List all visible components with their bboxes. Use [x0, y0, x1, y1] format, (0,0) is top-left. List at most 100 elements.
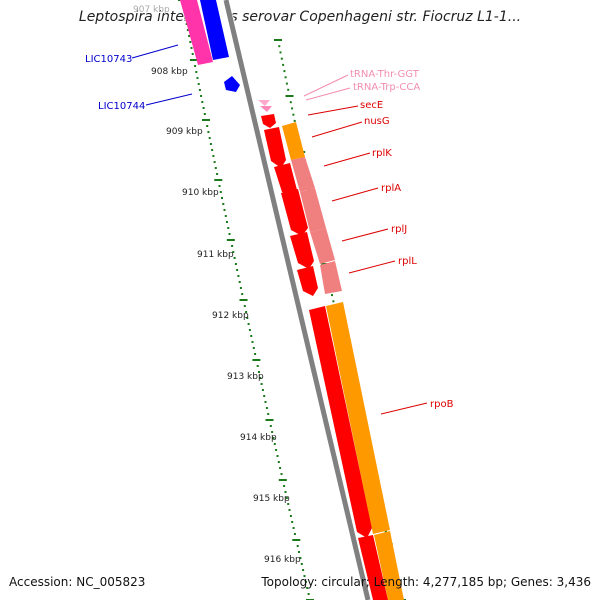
label-tRNA-Thr-GGT[interactable]: tRNA-Thr-GGT: [350, 69, 420, 80]
ruler-tick: [252, 347, 255, 349]
cds-orange-nusG[interactable]: [282, 122, 305, 160]
ruler-tick: [232, 251, 235, 253]
ruler-tick: [277, 461, 280, 463]
track-tick: [332, 300, 335, 303]
label-nusG[interactable]: nusG: [364, 116, 390, 127]
track-tick: [274, 39, 282, 41]
ruler-tick: [278, 479, 287, 481]
ruler-tick: [195, 71, 198, 73]
label-secE[interactable]: secE: [360, 100, 383, 111]
ruler-tick: [208, 137, 211, 139]
gene-tRNA-Thr-GGT[interactable]: [258, 100, 270, 106]
ruler-tick: [197, 83, 200, 85]
ruler-tick: [223, 209, 226, 211]
ruler-tick: [221, 197, 223, 199]
label-LIC10744[interactable]: LIC10744: [98, 101, 145, 112]
gene-rplL[interactable]: [297, 266, 318, 296]
ruler-tick: [261, 389, 264, 391]
cds-salmon-rplA[interactable]: [300, 188, 326, 232]
ruler-tick: [189, 59, 198, 61]
ruler-tick: [206, 125, 209, 127]
track-tick: [282, 63, 285, 66]
cds-orange-bottom[interactable]: [374, 531, 404, 600]
track-tick: [292, 113, 295, 116]
ruler-tick: [209, 143, 212, 145]
ruler-tick: [190, 47, 193, 49]
ruler-tick: [273, 443, 276, 445]
cds-salmon-rplJ[interactable]: [310, 228, 335, 264]
ruler-tick: [248, 329, 251, 331]
ruler-tick: [194, 65, 197, 67]
ruler-tick: [306, 587, 309, 589]
ruler-tick: [202, 107, 205, 109]
label-rpoB[interactable]: rpoB: [430, 399, 454, 410]
ruler-tick: [198, 89, 201, 91]
ruler-tick: [250, 335, 253, 337]
ruler-tick: [283, 485, 286, 487]
ruler-tick: [214, 179, 223, 181]
label-rplJ[interactable]: rplJ: [391, 224, 407, 235]
gene-secE[interactable]: [261, 114, 276, 128]
ruler-tick: [254, 353, 257, 355]
ruler-tick: [264, 401, 267, 403]
track-tick: [285, 82, 288, 85]
ruler-tick: [212, 155, 215, 157]
leader-rplJ: [341, 228, 389, 242]
ruler-tick: [260, 383, 263, 385]
leader-nusG: [311, 121, 363, 138]
ruler-tick: [269, 425, 272, 427]
track-tick: [384, 530, 387, 533]
gene-LIC10743-magenta[interactable]: [180, 0, 213, 65]
gene-tRNA-Trp-CCA[interactable]: [260, 106, 272, 112]
cds-orange-rpoB[interactable]: [326, 302, 390, 534]
label-rplL[interactable]: rplL: [398, 256, 417, 267]
ruler-tick: [231, 245, 234, 247]
ruler-tick: [200, 95, 203, 97]
label-rplA[interactable]: rplA: [381, 183, 401, 194]
ruler-tick: [213, 161, 216, 163]
ruler-tick: [292, 527, 295, 529]
leader-LIC10743: [131, 44, 179, 59]
track-tick: [285, 95, 294, 97]
ruler-tick: [275, 449, 278, 451]
leader-rplL: [348, 260, 396, 274]
gene-blue-top[interactable]: [200, 0, 229, 60]
ruler-tick: [280, 473, 283, 475]
ruler-tick: [279, 467, 282, 469]
track-tick: [293, 119, 296, 122]
track-tick: [278, 45, 281, 48]
gene-LIC10744-blue-arrow[interactable]: [224, 76, 240, 92]
ruler-label-915: 915 kbp: [253, 494, 290, 504]
ruler-tick: [228, 233, 231, 235]
label-rplK[interactable]: rplK: [372, 148, 392, 159]
ruler-tick: [258, 371, 260, 373]
ruler-tick: [236, 269, 239, 271]
ruler-tick: [189, 41, 192, 43]
ruler-tick: [245, 311, 248, 313]
ruler-tick: [186, 29, 189, 31]
gene-rplK[interactable]: [274, 163, 297, 198]
ruler-tick: [216, 173, 219, 175]
track-tick: [289, 101, 292, 104]
ruler-tick: [214, 167, 217, 169]
leader-secE: [307, 105, 359, 116]
gene-rpoB[interactable]: [309, 306, 372, 538]
label-LIC10743[interactable]: LIC10743: [85, 54, 132, 65]
ruler-tick: [307, 593, 310, 595]
ruler-tick: [293, 533, 296, 535]
genome-backbone: [223, 0, 371, 600]
ruler-tick: [265, 419, 274, 421]
ruler-tick: [256, 365, 259, 367]
gene-red-bottom[interactable]: [358, 535, 388, 600]
ruler-tick: [234, 263, 237, 265]
gene-rplA[interactable]: [281, 189, 308, 236]
genome-summary-text: Topology: circular; Length: 4,277,185 bp…: [261, 575, 591, 589]
ruler-tick: [300, 563, 303, 565]
gene-rplJ[interactable]: [290, 232, 314, 269]
ruler-tick: [272, 437, 275, 439]
cds-salmon-rplL[interactable]: [320, 261, 342, 294]
label-tRNA-Trp-CCA[interactable]: tRNA-Trp-CCA: [353, 82, 420, 93]
gene-nusG[interactable]: [264, 127, 286, 168]
cds-salmon-rplK[interactable]: [291, 157, 315, 192]
